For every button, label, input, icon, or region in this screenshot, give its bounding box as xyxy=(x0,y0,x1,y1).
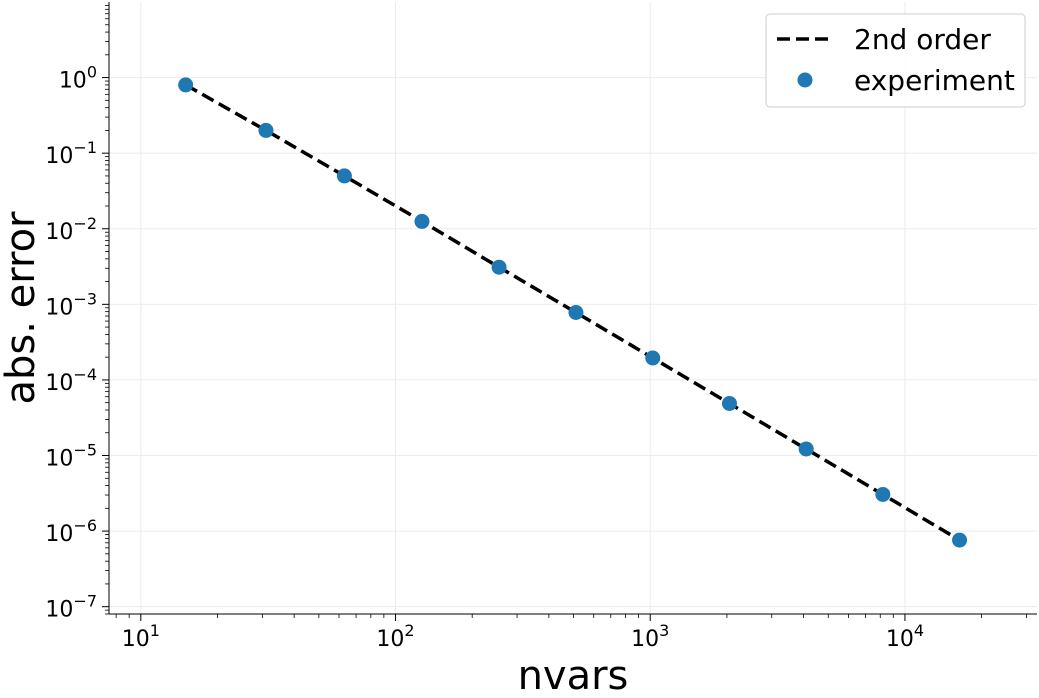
experiment-point xyxy=(491,259,507,275)
x-axis-title: nvars xyxy=(518,653,629,698)
experiment-point xyxy=(414,213,430,229)
x-tick-label: 104 xyxy=(886,621,924,652)
y-tick-label: 10−6 xyxy=(45,516,97,547)
y-tick-label: 10−7 xyxy=(45,592,97,623)
x-tick-label: 102 xyxy=(376,621,414,652)
x-tick-label: 101 xyxy=(122,621,160,652)
legend-box xyxy=(765,13,1026,108)
y-tick-label: 100 xyxy=(59,63,97,94)
experiment-point xyxy=(336,168,352,184)
legend-label: 2nd order xyxy=(854,23,991,56)
experiment-point xyxy=(875,486,891,502)
axes: 101 102 103 104 100 10−1 10−2 10−3 10−4 10−5 10−6 1… xyxy=(45,2,1037,652)
grid-lines xyxy=(109,2,1037,614)
experiment-point xyxy=(568,304,584,320)
experiment-point xyxy=(258,122,274,138)
x-tick-label: 103 xyxy=(631,621,669,652)
data-series xyxy=(178,77,968,548)
y-tick-label: 10−5 xyxy=(45,441,97,472)
experiment-point xyxy=(645,350,661,366)
legend-label: experiment xyxy=(854,64,1015,97)
y-tick-label: 10−2 xyxy=(45,214,97,245)
experiment-point xyxy=(952,532,968,548)
y-tick-label: 10−1 xyxy=(45,138,97,169)
series-line-2nd-order xyxy=(184,83,961,542)
legend-marker-swatch xyxy=(797,72,813,88)
y-tick-label: 10−3 xyxy=(45,289,97,320)
experiment-point xyxy=(178,77,194,93)
experiment-point xyxy=(798,441,814,457)
experiment-point xyxy=(721,395,737,411)
y-tick-label: 10−4 xyxy=(45,365,97,396)
y-axis-title: abs. error xyxy=(0,211,44,405)
legend: 2nd order experiment xyxy=(765,13,1026,108)
